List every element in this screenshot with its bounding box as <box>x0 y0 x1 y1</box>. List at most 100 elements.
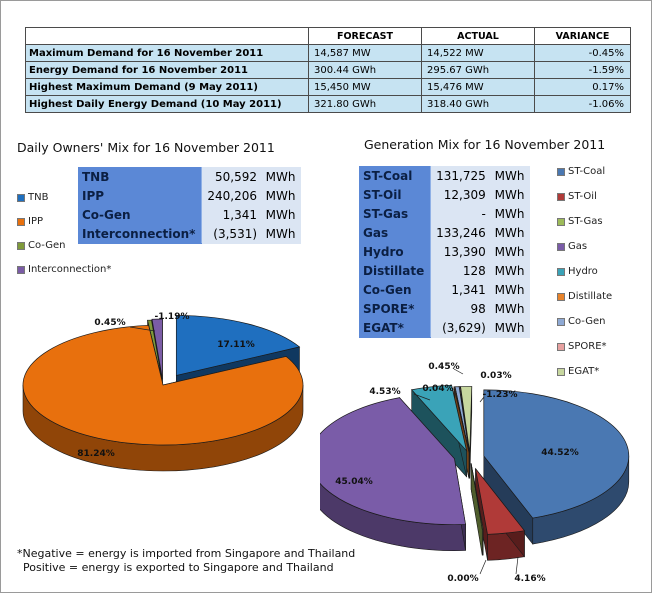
summary-corner-cell <box>25 27 309 45</box>
generation-legend-swatch <box>557 317 565 326</box>
generation-mix-value: 1,341 <box>430 280 490 299</box>
summary-forecast-value: 15,450 MW <box>308 78 422 96</box>
generation-legend-label: ST-Coal <box>568 166 606 177</box>
owners-legend-label: Interconnection* <box>28 264 112 275</box>
generation-legend-label: Gas <box>568 241 588 252</box>
summary-actual-value: 15,476 MW <box>421 78 535 96</box>
generation-mix-unit: MWh <box>489 299 530 318</box>
generation-legend-swatch <box>557 367 565 376</box>
owners-pie-chart: 17.11% 81.24% 0.45% -1.19% <box>22 312 304 472</box>
generation-data-label: 44.52% <box>541 448 579 458</box>
generation-slice-st-oil <box>475 467 526 561</box>
generation-leader-line <box>479 559 487 575</box>
owners-legend-item: IPP <box>17 216 43 227</box>
generation-mix-value: 133,246 <box>430 223 490 242</box>
generation-slice-gas <box>320 396 466 551</box>
owners-data-label: 17.11% <box>217 340 255 350</box>
generation-data-label: 0.04% <box>422 384 453 394</box>
generation-legend-label: Distillate <box>568 291 613 302</box>
generation-legend-label: ST-Oil <box>568 191 597 202</box>
owners-legend-item: TNB <box>17 192 48 203</box>
header-variance: VARIANCE <box>534 27 631 45</box>
generation-mix-row: Hydro 13,390 MWh <box>359 242 530 261</box>
summary-variance-value: 0.17% <box>534 78 631 96</box>
summary-forecast-value: 300.44 GWh <box>308 61 422 79</box>
summary-header-row: FORECAST ACTUAL VARIANCE <box>25 27 631 45</box>
generation-mix-value: (3,629) <box>430 318 490 338</box>
owners-mix-unit: MWh <box>261 167 301 186</box>
owners-legend-label: Co-Gen <box>28 240 66 251</box>
generation-mix-value: 131,725 <box>430 166 490 185</box>
owners-legend-swatch <box>17 241 25 250</box>
generation-legend-item: Gas <box>557 241 587 252</box>
generation-leader-line <box>453 368 464 375</box>
owners-mix-value: 1,341 <box>201 205 262 224</box>
header-forecast: FORECAST <box>308 27 422 45</box>
owners-legend-label: TNB <box>28 192 49 203</box>
generation-mix-unit: MWh <box>489 223 530 242</box>
summary-row: Energy Demand for 16 November 2011 300.4… <box>25 61 631 79</box>
summary-forecast-value: 321.80 GWh <box>308 95 422 113</box>
generation-legend-swatch <box>557 242 565 251</box>
owners-legend-swatch <box>17 193 25 202</box>
summary-row: Maximum Demand for 16 November 2011 14,5… <box>25 44 631 62</box>
generation-slice-st-gas <box>470 463 484 556</box>
owners-legend-label: IPP <box>28 216 44 227</box>
generation-data-label: 0.00% <box>447 574 478 584</box>
generation-mix-unit: MWh <box>489 318 530 338</box>
footnote-line-1: *Negative = energy is imported from Sing… <box>17 547 356 560</box>
summary-variance-value: -1.06% <box>534 95 631 113</box>
generation-mix-name: EGAT* <box>359 318 431 338</box>
generation-mix-row: ST-Coal 131,725 MWh <box>359 166 530 185</box>
generation-mix-unit: MWh <box>489 242 530 261</box>
generation-mix-title: Generation Mix for 16 November 2011 <box>364 137 606 152</box>
generation-legend-swatch <box>557 167 565 176</box>
owners-mix-row: IPP 240,206 MWh <box>78 186 301 205</box>
owners-mix-row: Interconnection* (3,531) MWh <box>78 224 301 244</box>
generation-data-label: 4.16% <box>514 574 545 584</box>
generation-mix-row: EGAT* (3,629) MWh <box>359 318 530 338</box>
generation-leader-line <box>479 396 485 403</box>
generation-pie-chart: 44.52% 4.16% 0.00% 45.04% 4.53% 0.04% 0.45% 0.0… <box>320 362 630 584</box>
summary-row-label: Highest Daily Energy Demand (10 May 2011… <box>25 95 309 113</box>
generation-legend-item: SPORE* <box>557 341 607 352</box>
generation-legend-label: Co-Gen <box>568 316 606 327</box>
summary-row-label: Energy Demand for 16 November 2011 <box>25 61 309 79</box>
generation-mix-name: Hydro <box>359 242 431 261</box>
summary-actual-value: 318.40 GWh <box>421 95 535 113</box>
generation-mix-row: ST-Oil 12,309 MWh <box>359 185 530 204</box>
generation-legend-item: ST-Coal <box>557 166 605 177</box>
generation-legend-label: SPORE* <box>568 341 607 352</box>
owners-mix-row: TNB 50,592 MWh <box>78 167 301 186</box>
generation-legend-item: EGAT* <box>557 366 599 377</box>
generation-data-label: 0.03% <box>480 371 511 381</box>
generation-mix-unit: MWh <box>489 204 530 223</box>
generation-mix-name: Co-Gen <box>359 280 431 299</box>
generation-mix-row: Distillate 128 MWh <box>359 261 530 280</box>
owners-mix-row: Co-Gen 1,341 MWh <box>78 205 301 224</box>
generation-legend-label: Hydro <box>568 266 598 277</box>
generation-mix-name: Distillate <box>359 261 431 280</box>
generation-slice-st-coal <box>483 389 630 545</box>
owners-slice-ipp <box>22 324 304 472</box>
generation-mix-name: ST-Gas <box>359 204 431 223</box>
generation-mix-table: ST-Coal 131,725 MWh ST-Oil 12,309 MWh ST-Gas… <box>359 166 530 338</box>
generation-mix-unit: MWh <box>489 166 530 185</box>
owners-data-label: -1.19% <box>155 312 190 322</box>
generation-mix-unit: MWh <box>489 280 530 299</box>
generation-legend-item: Distillate <box>557 291 612 302</box>
generation-legend-label: ST-Gas <box>568 216 603 227</box>
generation-mix-value: 12,309 <box>430 185 490 204</box>
owners-mix-value: 240,206 <box>201 186 262 205</box>
generation-mix-row: Co-Gen 1,341 MWh <box>359 280 530 299</box>
generation-mix-value: - <box>430 204 490 223</box>
generation-legend-swatch <box>557 267 565 276</box>
generation-legend-swatch <box>557 217 565 226</box>
owners-mix-unit: MWh <box>261 224 301 244</box>
summary-row: Highest Maximum Demand (9 May 2011) 15,4… <box>25 78 631 96</box>
generation-legend-swatch <box>557 192 565 201</box>
owners-mix-name: IPP <box>78 186 203 205</box>
owners-legend-item: Interconnection* <box>17 264 111 275</box>
generation-data-label: 45.04% <box>335 477 373 487</box>
owners-mix-value: (3,531) <box>201 224 262 244</box>
